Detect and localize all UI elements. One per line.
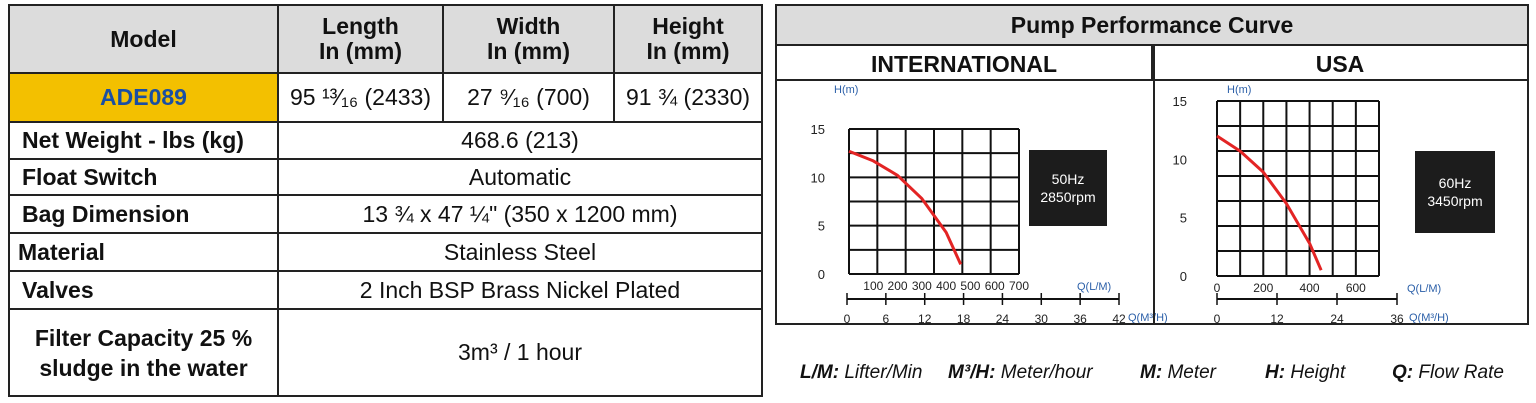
- usa-x2label: Q(M³/H): [1409, 312, 1449, 323]
- usa-q2-tick-label: 36: [1390, 312, 1404, 323]
- usa-frequency-rpm: 3450rpm: [1427, 193, 1482, 209]
- intl-xlabel: Q(L/M): [1077, 281, 1111, 293]
- curve-panel-title: Pump Performance Curve: [777, 6, 1527, 46]
- intl-xtick-label: 200: [888, 279, 908, 293]
- table-row: Float Switch Automatic: [8, 158, 763, 196]
- intl-ytick-label: 15: [811, 122, 825, 137]
- intl-xtick-label: 500: [960, 279, 980, 293]
- row-label-net-weight: Net Weight - lbs (kg): [8, 121, 279, 160]
- intl-q2-tick-label: 18: [957, 312, 971, 323]
- usa-frequency-hz: 60Hz: [1439, 175, 1472, 191]
- intl-ytick-label: 10: [811, 170, 825, 185]
- row-value-filter-capacity: 3m³ / 1 hour: [277, 308, 763, 397]
- row-label-float-switch: Float Switch: [8, 158, 279, 196]
- usa-ytick-label: 15: [1173, 94, 1187, 109]
- usa-ytick-label: 5: [1180, 211, 1187, 226]
- intl-q2-tick-label: 30: [1035, 312, 1049, 323]
- intl-xtick-label: 300: [912, 279, 932, 293]
- usa-xtick-label: 0: [1214, 281, 1221, 295]
- row-value-valves: 2 Inch BSP Brass Nickel Plated: [277, 270, 763, 310]
- usa-xtick-label: 200: [1253, 281, 1273, 295]
- model-width: 27 ⁹⁄₁₆ (700): [442, 72, 615, 123]
- usa-ylabel: H(m): [1227, 84, 1251, 96]
- intl-q2-tick-label: 42: [1112, 312, 1126, 323]
- legend-m: M: Meter: [1140, 362, 1217, 383]
- usa-xtick-label: 600: [1346, 281, 1366, 295]
- row-label-filter-capacity: Filter Capacity 25 % sludge in the water: [8, 308, 279, 397]
- row-value-net-weight: 468.6 (213): [277, 121, 763, 160]
- table-row: Bag Dimension 13 ¾ x 47 ¼" (350 x 1200 m…: [8, 194, 763, 234]
- intl-frequency-box: [1029, 150, 1107, 226]
- international-header: INTERNATIONAL: [777, 46, 1153, 81]
- header-length: Length In (mm): [277, 4, 444, 74]
- intl-xtick-label: 400: [936, 279, 956, 293]
- model-height: 91 ¾ (2330): [613, 72, 763, 123]
- intl-q2-tick-label: 36: [1073, 312, 1087, 323]
- table-row: Net Weight - lbs (kg) 468.6 (213): [8, 121, 763, 160]
- legend-lm: L/M: Lifter/Min: [800, 362, 923, 383]
- row-value-float-switch: Automatic: [277, 158, 763, 196]
- usa-performance-line: [1216, 134, 1323, 271]
- row-label-bag-dimension: Bag Dimension: [8, 194, 279, 234]
- model-row: ADE089 95 ¹³⁄₁₆ (2433) 27 ⁹⁄₁₆ (700) 91 …: [8, 72, 763, 123]
- usa-xtick-label: 400: [1300, 281, 1320, 295]
- intl-xtick-label: 100: [863, 279, 883, 293]
- table-header-row: Model Length In (mm) Width In (mm) Height I…: [8, 4, 763, 74]
- usa-ytick-label: 10: [1173, 152, 1187, 167]
- intl-q2-tick-label: 24: [996, 312, 1010, 323]
- intl-ylabel: H(m): [834, 84, 858, 96]
- usa-xlabel: Q(L/M): [1407, 283, 1441, 295]
- intl-q2-tick-label: 6: [883, 312, 890, 323]
- row-label-valves: Valves: [8, 270, 279, 310]
- intl-q2-tick-label: 0: [844, 312, 851, 323]
- intl-q2-tick-label: 12: [918, 312, 932, 323]
- pump-curve-panel: Pump Performance Curve INTERNATIONAL USA…: [775, 4, 1529, 325]
- intl-performance-line: [848, 149, 963, 265]
- usa-q2-tick-label: 24: [1330, 312, 1344, 323]
- intl-x2label: Q(M³/H): [1128, 312, 1168, 323]
- intl-xtick-label: 600: [985, 279, 1005, 293]
- usa-q2-tick-label: 0: [1214, 312, 1221, 323]
- usa-ytick-label: 0: [1180, 269, 1187, 284]
- intl-frequency-rpm: 2850rpm: [1040, 189, 1095, 205]
- row-value-bag-dimension: 13 ¾ x 47 ¼" (350 x 1200 mm): [277, 194, 763, 234]
- row-value-material: Stainless Steel: [277, 232, 763, 272]
- legend-m3h: M³/H: Meter/hour: [948, 362, 1093, 383]
- table-row: Filter Capacity 25 % sludge in the water …: [8, 308, 763, 397]
- usa-frequency-box: [1415, 151, 1495, 233]
- table-row: Valves 2 Inch BSP Brass Nickel Plated: [8, 270, 763, 310]
- table-row: Material Stainless Steel: [8, 232, 763, 272]
- header-height: Height In (mm): [613, 4, 763, 74]
- intl-frequency-hz: 50Hz: [1052, 171, 1085, 187]
- model-name: ADE089: [8, 72, 279, 123]
- model-length: 95 ¹³⁄₁₆ (2433): [277, 72, 444, 123]
- usa-header: USA: [1153, 46, 1527, 81]
- intl-ytick-label: 5: [818, 219, 825, 234]
- intl-ytick-label: 0: [818, 267, 825, 282]
- legend-h: H: Height: [1265, 362, 1346, 383]
- usa-q2-tick-label: 12: [1270, 312, 1284, 323]
- intl-xtick-label: 700: [1009, 279, 1029, 293]
- legend-q: Q: Flow Rate: [1392, 362, 1504, 383]
- spec-table: Model Length In (mm) Width In (mm) Height I…: [8, 4, 763, 397]
- header-width: Width In (mm): [442, 4, 615, 74]
- panel-divider: [1153, 46, 1155, 323]
- header-model: Model: [8, 4, 279, 74]
- row-label-material: Material: [8, 232, 279, 272]
